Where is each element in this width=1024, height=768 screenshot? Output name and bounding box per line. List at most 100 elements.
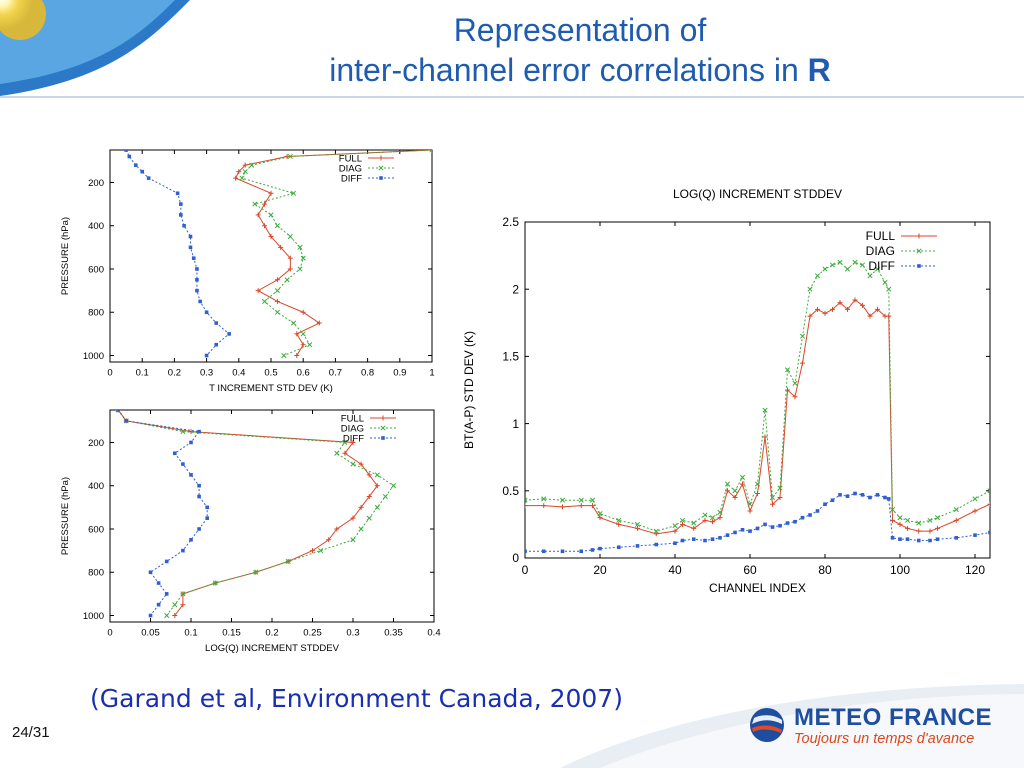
- data-point-full: [927, 528, 933, 534]
- data-point-diff: [733, 530, 737, 535]
- legend-label: FULL: [341, 413, 364, 424]
- data-point-diag: [874, 266, 881, 272]
- y-tick-label: 2: [512, 282, 519, 296]
- data-point-full: [867, 313, 873, 319]
- data-point-diag: [616, 517, 622, 523]
- y-tick-label: 1: [512, 417, 519, 431]
- data-point-full: [350, 515, 356, 521]
- data-point-diag: [672, 523, 678, 529]
- data-point-full: [255, 212, 261, 218]
- data-point-diff: [886, 497, 891, 501]
- legend-marker: [380, 415, 386, 421]
- data-point-full: [590, 503, 595, 509]
- data-point-diff: [164, 559, 169, 564]
- y-tick-label: 400: [88, 221, 104, 232]
- data-point-diff: [718, 536, 722, 540]
- data-point-full: [710, 519, 715, 525]
- data-point-diff: [800, 515, 805, 520]
- legend-marker: [380, 425, 386, 431]
- legend-marker: [378, 165, 384, 171]
- data-point-diag: [281, 352, 287, 359]
- data-point-full: [541, 503, 547, 509]
- legend-label: FULL: [339, 153, 362, 164]
- data-point-diff: [195, 277, 199, 282]
- data-point-diff: [227, 332, 231, 336]
- data-point-full: [236, 169, 242, 175]
- data-point-diff: [181, 462, 185, 466]
- data-point-diff: [156, 581, 161, 585]
- data-point-diff: [148, 613, 153, 618]
- legend-marker: [378, 155, 384, 161]
- data-point-diff: [197, 483, 201, 488]
- data-point-diff: [179, 202, 183, 206]
- data-point-diag: [653, 528, 659, 534]
- data-point-diff: [197, 429, 201, 434]
- data-point-full: [287, 266, 293, 272]
- y-tick-label: 1000: [83, 611, 104, 622]
- y-tick-label: 800: [88, 568, 104, 579]
- data-point-diag: [429, 150, 432, 153]
- series-line-diff: [117, 410, 208, 616]
- data-point-diff: [127, 154, 132, 159]
- data-point-diag: [541, 496, 547, 502]
- data-point-diff: [823, 502, 827, 507]
- data-point-diff: [703, 538, 707, 543]
- series-line-diag: [241, 150, 432, 356]
- data-point-diff: [204, 310, 209, 315]
- x-tick-label: 0: [522, 563, 529, 577]
- data-point-diff: [725, 533, 730, 537]
- data-point-diff: [124, 419, 128, 423]
- data-point-diff: [140, 169, 144, 174]
- data-point-diff: [785, 521, 790, 525]
- data-point-diff: [590, 548, 595, 552]
- data-point-diff: [214, 342, 219, 347]
- x-tick-label: 60: [743, 563, 757, 577]
- data-point-diag: [904, 517, 911, 523]
- x-tick-label: 0.4: [427, 628, 440, 639]
- data-point-diag: [342, 439, 348, 446]
- data-point-full: [830, 306, 835, 312]
- data-point-diag: [769, 494, 776, 501]
- data-point-diag: [762, 407, 768, 413]
- data-point-diag: [374, 472, 380, 478]
- data-point-full: [366, 494, 372, 500]
- data-point-diff: [175, 191, 180, 196]
- series-line-diag: [117, 410, 395, 616]
- data-point-diag: [297, 266, 303, 272]
- data-point-diff: [928, 538, 932, 543]
- x-tick-label: 0.05: [141, 628, 160, 639]
- x-tick-label: 0.7: [329, 368, 342, 379]
- data-point-diff: [156, 602, 161, 607]
- y-axis-label: BT(A-P) STD DEV (K): [462, 331, 476, 449]
- data-point-diag: [852, 259, 858, 265]
- data-point-diag: [253, 569, 259, 575]
- data-point-diag: [691, 520, 697, 526]
- data-point-full: [755, 490, 760, 496]
- data-point-full: [274, 277, 280, 283]
- data-point-diff: [148, 570, 153, 575]
- legend-marker: [916, 233, 922, 239]
- data-point-full: [525, 503, 528, 509]
- data-point-diff: [205, 505, 209, 510]
- data-point-diag: [358, 526, 364, 532]
- plot-frame: [524, 221, 991, 559]
- data-point-diag: [814, 273, 821, 279]
- data-point-diag: [525, 497, 528, 503]
- logo-name: METEO FRANCE: [794, 704, 992, 731]
- data-point-diff: [635, 544, 640, 548]
- data-point-full: [860, 302, 865, 308]
- data-point-diag: [732, 488, 738, 494]
- data-point-full: [242, 162, 248, 168]
- x-tick-label: 0.3: [346, 628, 359, 639]
- x-tick-label: 100: [890, 563, 910, 577]
- data-point-diff: [195, 288, 199, 293]
- legend-label: DIFF: [868, 259, 895, 273]
- data-point-diff: [188, 245, 193, 250]
- data-point-diag: [709, 515, 716, 521]
- meteo-france-logo: METEO FRANCE Toujours un temps d'avance: [748, 704, 998, 748]
- data-point-full: [560, 504, 565, 510]
- data-point-full: [747, 508, 753, 514]
- data-point-diag: [287, 153, 293, 160]
- data-point-diag: [285, 558, 291, 564]
- data-point-diag: [274, 309, 280, 315]
